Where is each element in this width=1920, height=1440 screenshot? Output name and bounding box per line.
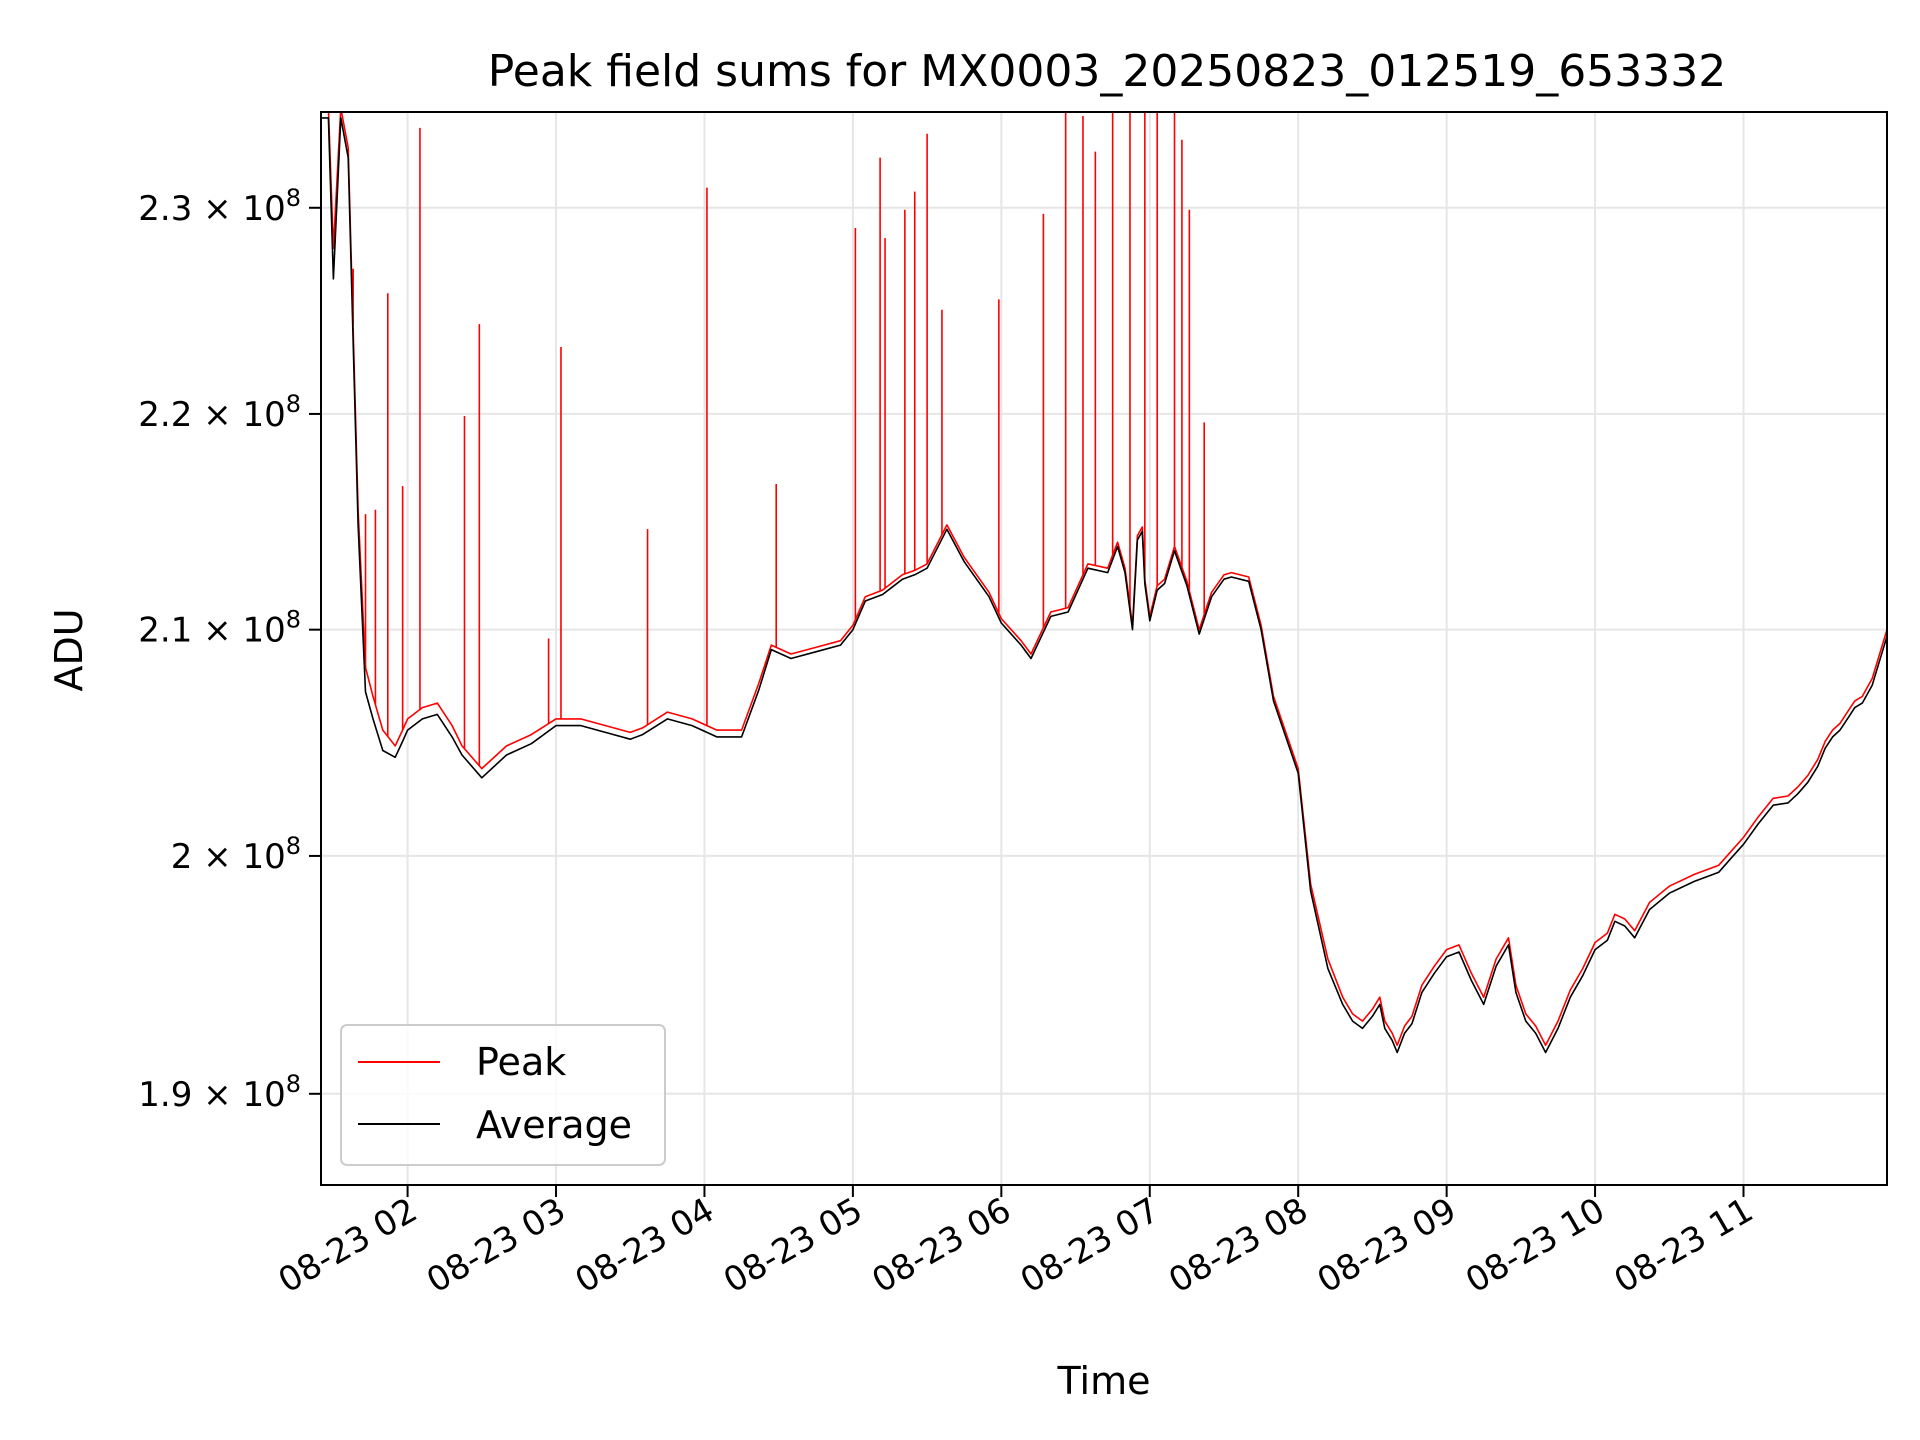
y-tick-mantissa: 1.9 × 10 [138,1075,285,1115]
y-tick-mantissa: 2.1 × 10 [138,611,285,651]
plot-frame [320,111,1888,1186]
chart-title: Peak field sums for MX0003_20250823_0125… [488,46,1726,97]
y-axis-label: ADU [47,608,91,691]
y-tick-label: 1.9 × 108 [138,1070,301,1115]
y-tick-exponent: 8 [286,184,301,212]
y-tick-mantissa: 2.3 × 10 [138,189,285,229]
x-axis-label: Time [1057,1359,1151,1403]
y-tick-label: 2.1 × 108 [138,606,301,651]
y-tick-label: 2 × 108 [171,832,301,877]
y-tick-exponent: 8 [286,390,301,418]
series-peak-line [327,112,1887,1046]
y-tick-exponent: 8 [286,606,301,634]
series-average-line [321,117,1887,1054]
y-tick-mantissa: 2.2 × 10 [138,395,285,435]
plot-area [320,111,1888,1186]
legend-average-label: Average [476,1103,632,1147]
legend: Peak Average [340,1024,666,1166]
legend-peak-label: Peak [476,1040,566,1084]
y-tick-exponent: 8 [286,1070,301,1098]
legend-box [340,1024,666,1166]
y-tick-exponent: 8 [286,832,301,860]
y-tick-label: 2.2 × 108 [138,390,301,435]
grid [321,112,1887,1185]
plot-background [321,112,1887,1185]
y-tick-mantissa: 2 × 10 [171,837,286,877]
y-tick-label: 2.3 × 108 [138,184,301,229]
series-layer [321,112,1887,1054]
